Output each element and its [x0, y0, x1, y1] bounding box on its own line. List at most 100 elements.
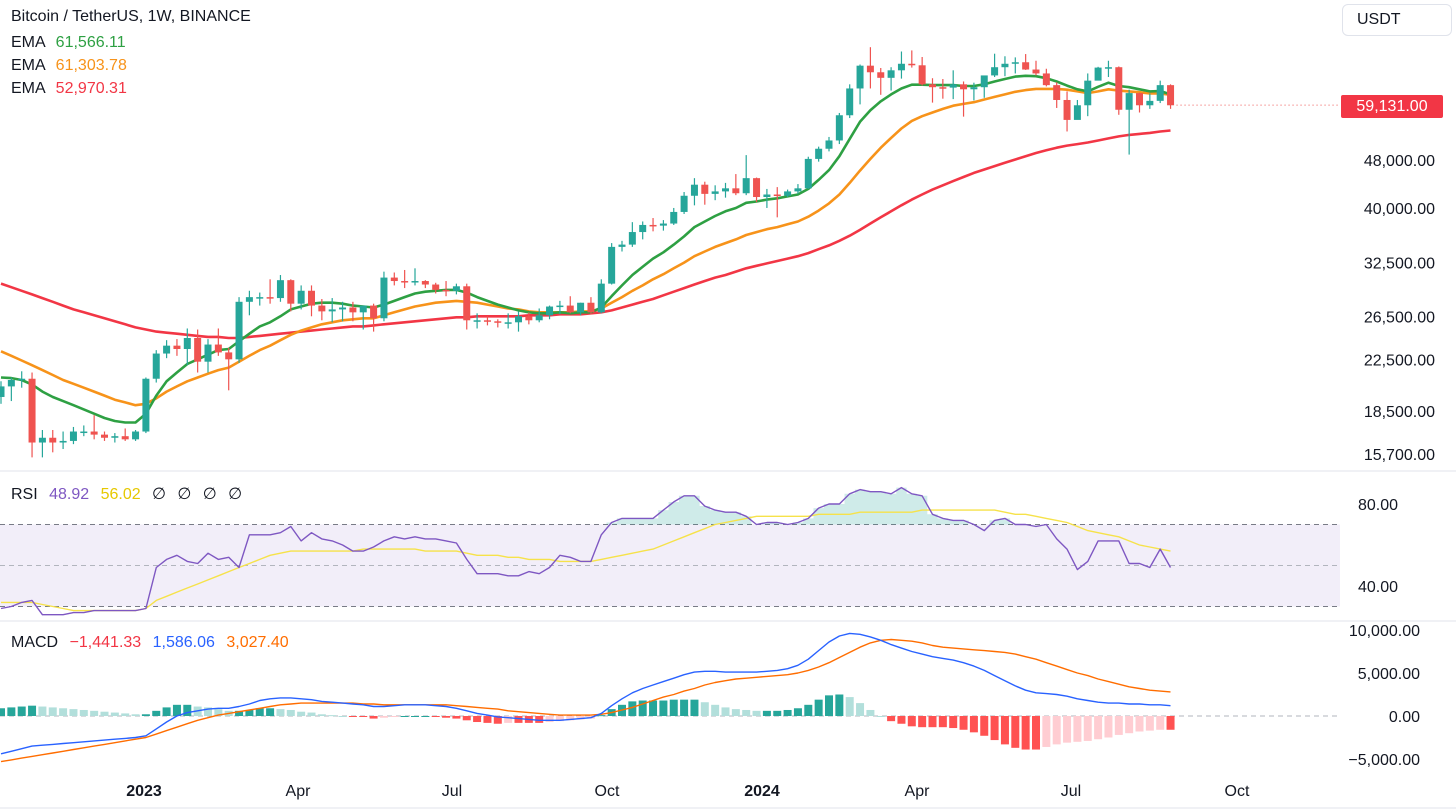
- candle-body: [659, 223, 667, 226]
- candle-body: [763, 194, 771, 198]
- candle-body: [80, 431, 88, 434]
- macd-histogram-bar: [783, 709, 792, 716]
- macd-histogram-bar: [390, 716, 399, 717]
- macd-histogram-bar: [307, 712, 316, 716]
- macd-histogram-bar: [1156, 716, 1165, 730]
- candle-body: [701, 184, 709, 194]
- candle-body: [276, 280, 284, 299]
- candle-body: [1104, 67, 1112, 69]
- macd-histogram-bar: [266, 708, 275, 716]
- macd-histogram-bar: [1032, 716, 1040, 750]
- macd-histogram-bar: [48, 707, 57, 716]
- candle-body: [1115, 67, 1123, 110]
- candle-body: [856, 65, 864, 89]
- candle-body: [504, 322, 512, 324]
- candle-body: [1063, 99, 1071, 120]
- ema-mid-line: [0, 87, 1171, 407]
- candle-body: [804, 158, 812, 189]
- macd-histogram-bar: [245, 709, 254, 716]
- macd-histogram-bar: [1000, 716, 1009, 745]
- candle-body: [639, 224, 647, 233]
- macd-histogram-bar: [1125, 716, 1134, 734]
- macd-histogram-bar: [462, 716, 471, 721]
- macd-histogram-bar: [1011, 716, 1020, 748]
- last-price-badge: 59,131.00: [1341, 95, 1443, 118]
- macd-histogram-bar: [690, 699, 699, 716]
- candle-body: [1125, 93, 1133, 110]
- macd-histogram-bar: [680, 699, 689, 716]
- macd-histogram-bar: [400, 716, 409, 717]
- macd-axis-label: 5,000.00: [1358, 666, 1420, 683]
- macd-histogram-bar: [887, 716, 896, 722]
- candle-body: [597, 283, 605, 313]
- macd-histogram-bar: [452, 716, 461, 719]
- candle-body: [452, 286, 460, 291]
- rsi-axis-label: 80.00: [1358, 497, 1398, 514]
- axes: 48,000.00 40,000.00 32,500.00 26,500.00 22,5…: [126, 104, 1435, 800]
- macd-histogram-bar: [1073, 716, 1082, 742]
- macd-histogram-bar: [897, 716, 906, 724]
- macd-histogram-bar: [1135, 716, 1144, 732]
- macd-histogram-bar: [379, 716, 388, 718]
- macd-histogram-bar: [628, 701, 637, 716]
- macd-histogram-bar: [369, 716, 378, 719]
- candle-body: [142, 378, 150, 432]
- ema-legend-fast: EMA 61,566.11: [11, 31, 126, 54]
- rsi-placeholder: ∅: [177, 486, 192, 503]
- candle-body: [339, 307, 347, 310]
- macd-histogram-bar: [1094, 716, 1103, 740]
- macd-histogram-bar: [762, 710, 771, 716]
- macd-histogram-bar: [1166, 716, 1175, 730]
- candle-body: [608, 246, 616, 284]
- macd-histogram-bar: [731, 709, 740, 716]
- macd-histogram-bar: [669, 699, 678, 716]
- candle-body: [421, 281, 429, 285]
- macd-histogram-bar: [835, 694, 844, 716]
- candle-body: [49, 437, 57, 443]
- currency-selector[interactable]: USDT: [1342, 4, 1452, 36]
- macd-histogram-bar: [825, 695, 833, 716]
- time-axis-label: Jul: [442, 783, 462, 800]
- time-axis-label: Apr: [905, 783, 931, 800]
- macd-histogram-bar: [328, 715, 337, 717]
- candle-body: [897, 63, 905, 71]
- rsi-ma-value: 56.02: [100, 486, 141, 503]
- macd-histogram-bar: [959, 716, 968, 730]
- candle-body: [680, 195, 688, 212]
- candle-body: [494, 321, 502, 323]
- candle-body: [1084, 80, 1092, 106]
- candle-body: [287, 280, 295, 304]
- candle-body: [690, 184, 698, 196]
- candle-body: [877, 72, 885, 78]
- candle-body: [266, 297, 274, 299]
- candles: [0, 47, 1175, 458]
- macd-pane: [0, 632, 1340, 763]
- time-axis-label: Apr: [286, 783, 312, 800]
- macd-histogram-bar: [876, 716, 885, 717]
- rsi-placeholder: ∅: [228, 486, 243, 503]
- candle-body: [773, 194, 781, 197]
- candle-body: [711, 191, 719, 194]
- macd-histogram-bar: [649, 700, 658, 716]
- candle-body: [214, 344, 222, 353]
- candle-body: [194, 338, 202, 362]
- price-axis-label: 18,500.00: [1364, 404, 1435, 421]
- candle-body: [432, 284, 440, 290]
- macd-histogram-bar: [1145, 716, 1154, 731]
- macd-histogram-bar: [286, 709, 295, 716]
- price-axis-label: 48,000.00: [1364, 153, 1435, 170]
- candle-body: [1146, 100, 1154, 106]
- price-axis-label: 40,000.00: [1364, 201, 1435, 218]
- macd-histogram-bar: [793, 708, 802, 716]
- macd-histogram-bar: [814, 699, 823, 716]
- rsi-value: 48.92: [49, 486, 90, 503]
- macd-histogram-bar: [721, 707, 730, 716]
- time-axis-label: Oct: [595, 783, 620, 800]
- macd-histogram-bar: [1104, 716, 1113, 738]
- macd-hist-value: −1,441.33: [69, 634, 142, 651]
- ema-label: EMA: [11, 80, 46, 97]
- pane-dividers: [0, 470, 1456, 809]
- macd-histogram-bar: [7, 707, 16, 716]
- macd-histogram-bar: [1042, 716, 1051, 747]
- macd-histogram-bar: [638, 700, 647, 716]
